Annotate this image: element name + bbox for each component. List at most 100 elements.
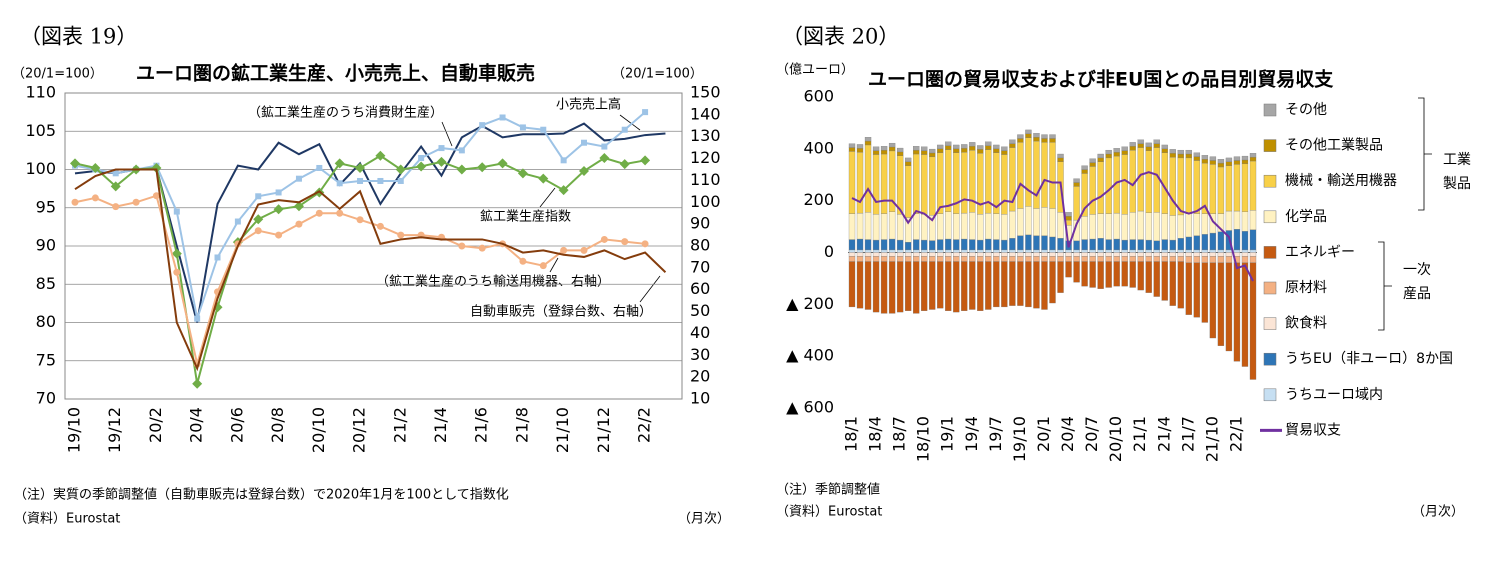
bar-segment (1105, 157, 1112, 214)
bar-segment (872, 154, 880, 215)
bar-segment (864, 137, 872, 142)
bar-segment (945, 149, 952, 212)
marker (538, 173, 549, 184)
marker (273, 204, 284, 215)
bar-segment (1097, 238, 1104, 251)
y2-axis-label: （20/1=100） (612, 67, 703, 82)
bar-segment (1081, 169, 1088, 174)
bar-segment (1153, 256, 1160, 262)
bar-segment (896, 252, 904, 257)
y2-tick-label: 100 (690, 192, 721, 211)
bar-segment (1113, 261, 1120, 287)
bar-segment (1201, 213, 1209, 235)
bar-segment (856, 261, 864, 309)
bar-segment (896, 151, 904, 156)
bar-segment (1145, 142, 1152, 147)
bar-segment (1225, 252, 1233, 257)
x-tick-label: 19/1 (938, 416, 957, 452)
bar-segment (1161, 252, 1168, 257)
bar-segment (1041, 252, 1048, 257)
marker (234, 218, 241, 225)
bar-segment (993, 249, 1000, 253)
y2-tick-label: 40 (690, 323, 710, 342)
bar-segment (1057, 256, 1064, 262)
bar-segment (1009, 143, 1016, 148)
bar-segment (1089, 158, 1096, 163)
y-axis-label: （20/1=100） (12, 67, 103, 82)
bar-segment (1217, 159, 1225, 164)
bar-segment (1225, 165, 1233, 212)
bar-segment (1241, 231, 1249, 251)
y-tick-label: 105 (25, 121, 56, 140)
bar-segment (1033, 133, 1040, 138)
marker (539, 262, 547, 270)
bar-segment (856, 252, 864, 257)
bar-segment (1089, 166, 1096, 215)
chart-20: （図表 20） （億ユーロ） ユーロ圏の貿易収支および非EU国との品目別貿易収支… (776, 25, 1471, 520)
series-line (74, 168, 667, 372)
annotation: 鉱工業生産指数 (480, 209, 571, 225)
bar-segment (848, 239, 856, 251)
bar-segment (1073, 182, 1080, 187)
x-tick-label: 20/4 (187, 407, 206, 443)
y2-tick-label: 20 (690, 367, 710, 386)
bar-segment (1049, 252, 1056, 257)
bar-segment (969, 146, 976, 151)
bar-segment (1137, 143, 1144, 148)
bar-segment (1137, 139, 1144, 144)
bar-segment (977, 256, 984, 262)
bar-segment (896, 249, 904, 253)
bar-segment (872, 261, 880, 313)
bar-segment (1001, 213, 1008, 241)
bar-segment (1105, 239, 1112, 251)
marker (600, 235, 608, 243)
bar-segment (1017, 252, 1024, 257)
bar-segment (880, 153, 888, 214)
bar-segment (1041, 249, 1048, 253)
bar-segment (1025, 133, 1032, 138)
bar-segment (848, 256, 856, 262)
x-tick-label: 20/8 (268, 407, 287, 443)
bar-segment (1105, 256, 1112, 262)
marker (479, 122, 486, 129)
bar-segment (1089, 256, 1096, 262)
bar-segment (993, 239, 1000, 251)
bar-segment (1121, 213, 1128, 241)
marker (497, 158, 508, 169)
bar-segment (888, 252, 896, 257)
bar-segment (921, 213, 928, 241)
bar-segment (1241, 211, 1249, 232)
marker (395, 164, 406, 175)
marker (91, 194, 99, 202)
marker (71, 198, 79, 206)
bar-segment (977, 249, 984, 253)
legend-swatch (1263, 352, 1277, 366)
bar-segment (1241, 256, 1249, 264)
bar-segment (1121, 252, 1128, 257)
bar-segment (977, 239, 984, 251)
bar-segment (929, 256, 936, 262)
bar-segment (913, 249, 920, 253)
bar-segment (969, 249, 976, 253)
bar-segment (929, 249, 936, 253)
bar-segment (1129, 256, 1136, 262)
marker (619, 159, 630, 170)
chart-19: （図表 19） （20/1=100） ユーロ圏の鉱工業生産、小売売上、自動車販売… (12, 25, 730, 527)
marker (214, 254, 221, 261)
bar-segment (1209, 252, 1217, 257)
y-tick-label: 200 (803, 190, 834, 209)
bar-segment (1137, 239, 1144, 251)
bar-segment (1001, 150, 1008, 155)
y-axis-label: （億ユーロ） (776, 62, 854, 78)
y-tick-label: ▲ 400 (786, 346, 834, 365)
bar-segment (1185, 262, 1192, 315)
marker (519, 124, 526, 131)
bar-segment (1049, 142, 1056, 209)
bar-segment (1073, 252, 1080, 257)
bar-segment (977, 261, 984, 311)
bar-segment (1225, 210, 1233, 231)
marker (456, 164, 467, 175)
bar-segment (961, 249, 968, 253)
bar-segment (1177, 153, 1184, 159)
